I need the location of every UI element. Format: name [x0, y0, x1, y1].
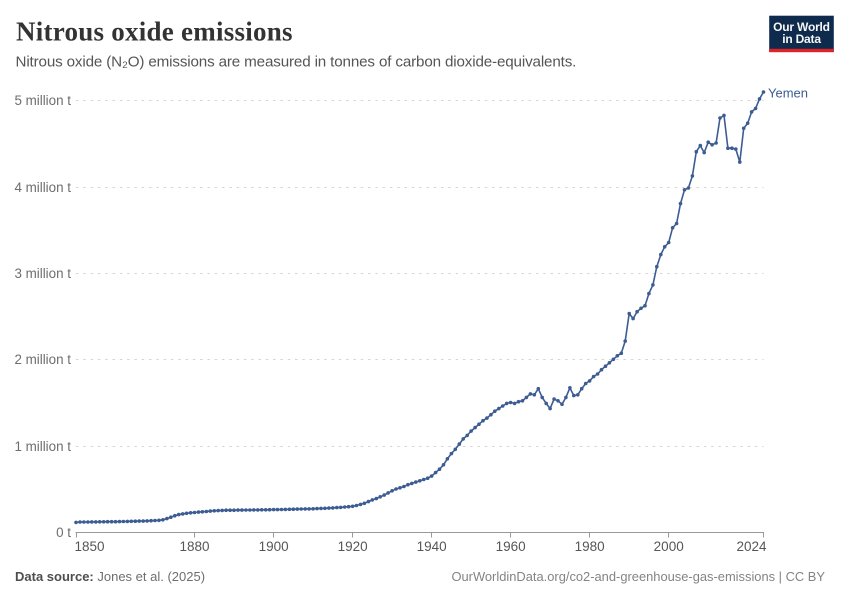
svg-text:in Data: in Data — [782, 32, 821, 46]
svg-text:1880: 1880 — [179, 539, 209, 554]
svg-text:Our World: Our World — [773, 20, 830, 34]
svg-text:1960: 1960 — [496, 539, 526, 554]
svg-text:Nitrous oxide emissions: Nitrous oxide emissions — [16, 17, 293, 47]
svg-text:5 million t: 5 million t — [14, 93, 71, 108]
svg-text:1980: 1980 — [575, 539, 605, 554]
svg-text:1900: 1900 — [259, 539, 289, 554]
svg-text:1920: 1920 — [338, 539, 368, 554]
svg-text:3 million t: 3 million t — [14, 266, 71, 281]
svg-text:Yemen: Yemen — [768, 86, 808, 101]
svg-text:2 million t: 2 million t — [14, 352, 71, 367]
svg-text:OurWorldinData.org/co2-and-gre: OurWorldinData.org/co2-and-greenhouse-ga… — [451, 569, 825, 584]
svg-text:0 t: 0 t — [56, 525, 71, 540]
svg-text:4 million t: 4 million t — [14, 180, 71, 195]
svg-text:2000: 2000 — [654, 539, 684, 554]
svg-text:2024: 2024 — [736, 539, 767, 554]
svg-text:1850: 1850 — [75, 539, 105, 554]
svg-text:1940: 1940 — [417, 539, 447, 554]
svg-text:Data source: Jones et al. (202: Data source: Jones et al. (2025) — [15, 569, 205, 584]
svg-text:1 million t: 1 million t — [14, 439, 71, 454]
svg-text:Nitrous oxide (N₂O) emissions: Nitrous oxide (N₂O) emissions are measur… — [16, 53, 577, 70]
